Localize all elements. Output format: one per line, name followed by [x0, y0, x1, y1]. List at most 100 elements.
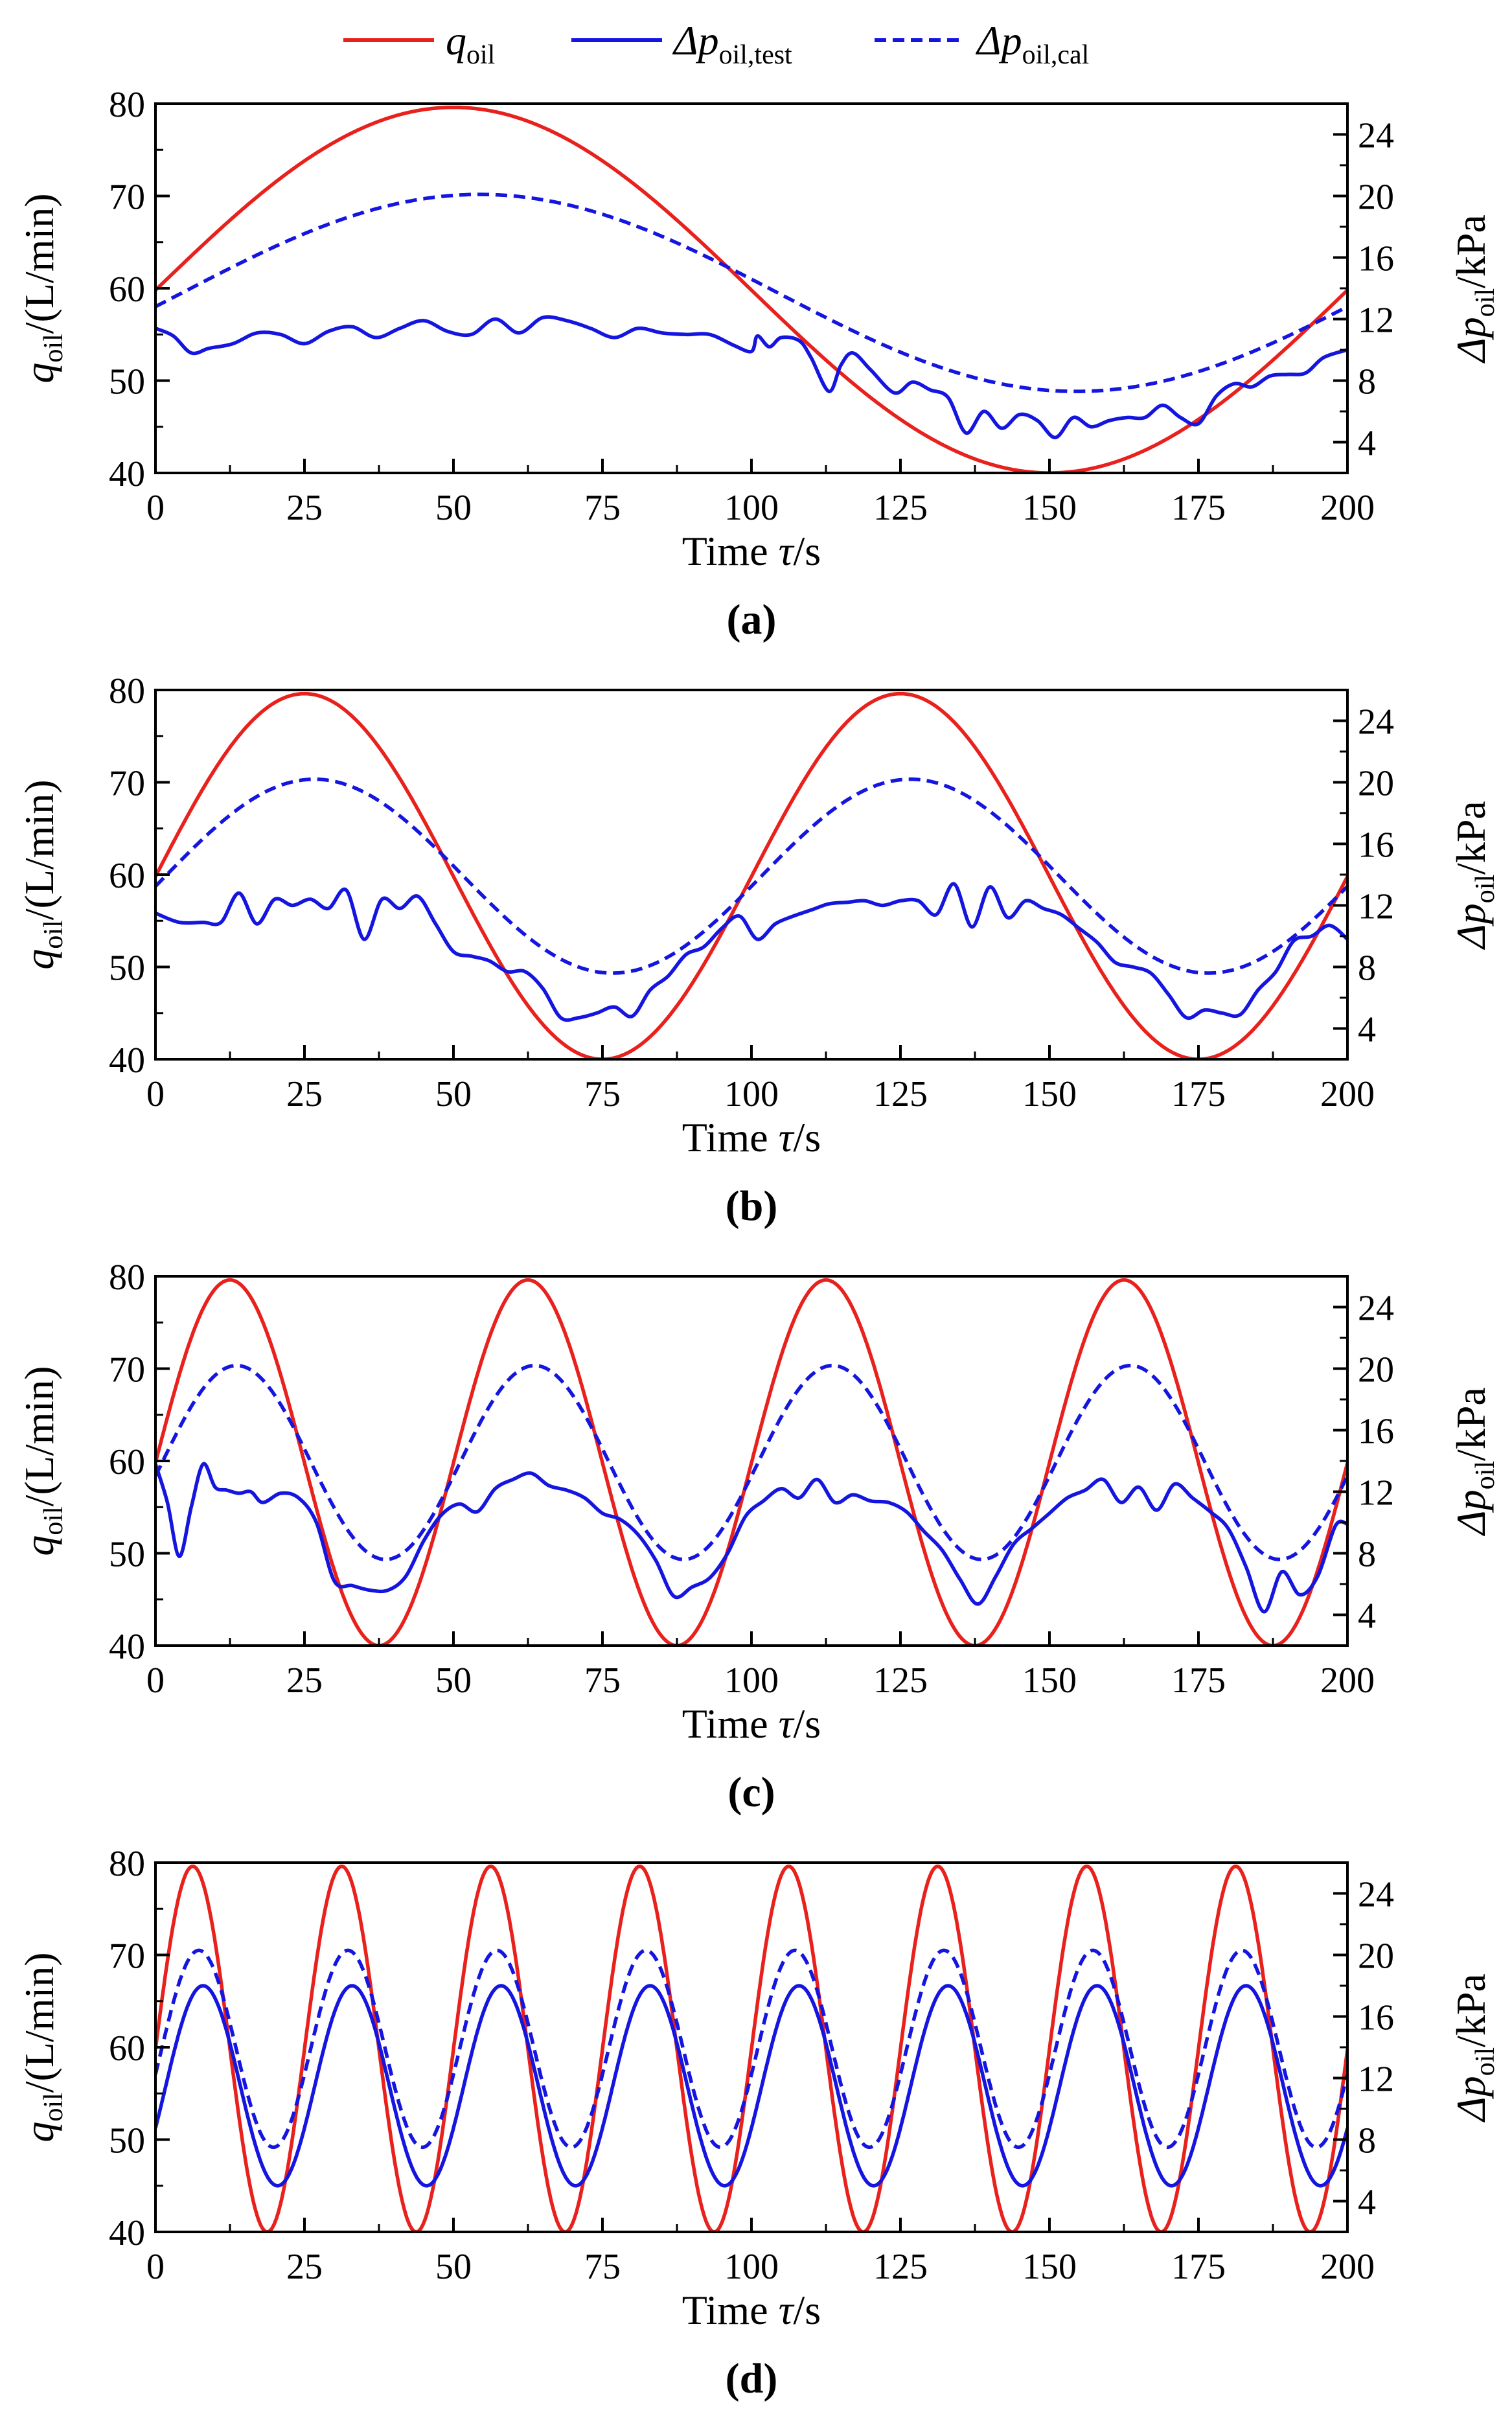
y-left-tick-label: 70: [109, 764, 145, 804]
y-right-tick-label: 16: [1358, 825, 1394, 866]
y-right-tick-label: 8: [1358, 362, 1376, 402]
x-tick-label: 75: [584, 1660, 621, 1701]
y-left-tick-label: 60: [109, 270, 145, 310]
y-right-tick-label: 12: [1358, 887, 1394, 927]
y-left-label-subscript: oil: [39, 334, 69, 362]
y-right-label-unit: /kPa: [1448, 801, 1494, 875]
legend: qoil Δpoil,test Δpoil,cal: [343, 17, 1089, 70]
x-tick-label: 150: [1022, 2247, 1077, 2287]
panels: 0 25 50 75 100 125 150 175 200405060708048121620…: [16, 85, 1500, 2402]
legend-label-0: qoil: [446, 17, 495, 70]
plot-area: [155, 1278, 1347, 1646]
panel-label-open: (: [727, 596, 741, 643]
y-right-label-unit: /kPa: [1448, 214, 1494, 288]
legend-subscript: oil,cal: [1022, 40, 1090, 70]
y-left-tick-label: 50: [109, 1535, 145, 1575]
y-left-label-symbol: q: [16, 2122, 62, 2143]
y-right-label-symbol: Δp: [1448, 2076, 1494, 2123]
x-tick-label: 100: [724, 488, 779, 528]
y-right-axis-label: Δpoil/kPa: [1448, 1973, 1500, 2123]
y-left-tick-label: 70: [109, 178, 145, 218]
x-axis-label-unit: /s: [794, 1114, 821, 1160]
legend-subscript: oil: [466, 40, 495, 70]
x-tick-label: 75: [584, 2247, 621, 2287]
legend-label-2: Δpoil,cal: [975, 17, 1089, 70]
y-right-axis-label: Δpoil/kPa: [1448, 1387, 1500, 1537]
legend-label-1: Δpoil,test: [672, 17, 792, 70]
panel-label-open: (: [726, 1182, 740, 1230]
y-left-tick-label: 40: [109, 1627, 145, 1667]
y-right-tick-label: 16: [1358, 1998, 1394, 2038]
y-left-label-unit: /(L/min): [16, 779, 62, 920]
panel-label: (d): [726, 2355, 778, 2402]
y-left-tick-label: 60: [109, 856, 145, 896]
plot-area: [155, 1864, 1347, 2232]
y-left-axis-label: qoil/(L/min): [16, 1952, 69, 2142]
y-left-tick-label: 50: [109, 948, 145, 989]
series-dp-oil-cal: [155, 1948, 1347, 2150]
y-right-label-subscript: oil: [1471, 1461, 1500, 1489]
y-left-tick-label: 40: [109, 1040, 145, 1081]
y-left-label-unit: /(L/min): [16, 193, 62, 334]
x-tick-label: 175: [1171, 1074, 1226, 1114]
y-right-tick-label: 20: [1358, 1350, 1394, 1390]
series-dp-oil-cal: [155, 1364, 1347, 1561]
x-tick-label: 50: [435, 1074, 472, 1114]
y-right-tick-label: 8: [1358, 2121, 1376, 2161]
panel-label: (a): [727, 596, 777, 643]
x-axis-label-text: Time: [682, 1701, 779, 1747]
x-axis-label-symbol: τ: [779, 528, 795, 574]
x-tick-label: 125: [873, 1074, 928, 1114]
y-left-tick-label: 40: [109, 454, 145, 494]
y-right-tick-label: 24: [1358, 116, 1394, 156]
x-axis-label: Time τ/s: [682, 1114, 821, 1160]
legend-subscript: oil,test: [719, 40, 792, 70]
y-left-tick-label: 70: [109, 1350, 145, 1390]
y-right-label-unit: /kPa: [1448, 1387, 1494, 1461]
y-left-tick-label: 70: [109, 1936, 145, 1977]
y-right-tick-label: 24: [1358, 1289, 1394, 1329]
panel-label-open: (: [727, 1769, 742, 1816]
panel-d: 0 25 50 75 100 125 150 175 200 40 50 60 70 80 4 8 12 16 20…: [16, 1844, 1500, 2402]
x-tick-label: 175: [1171, 488, 1226, 528]
series-dp-oil-test: [155, 1462, 1347, 1614]
y-right-tick-label: 8: [1358, 948, 1376, 989]
panel-label-letter: c: [742, 1769, 761, 1816]
y-right-tick-label: 20: [1358, 178, 1394, 218]
x-tick-label: 50: [435, 488, 472, 528]
x-tick-label: 125: [873, 488, 928, 528]
y-right-tick-label: 12: [1358, 2060, 1394, 2100]
series-dp-oil-test: [155, 1984, 1347, 2188]
x-axis-label-unit: /s: [794, 528, 821, 574]
x-axis-label: Time τ/s: [682, 2287, 821, 2333]
y-right-tick-label: 20: [1358, 764, 1394, 804]
y-right-axis-label: Δpoil/kPa: [1448, 214, 1500, 364]
panel-b: 0 25 50 75 100 125 150 175 200 40 50 60 70 80 4 8 12 16 20…: [16, 671, 1500, 1230]
panel-label: (c): [727, 1769, 775, 1816]
x-tick-label: 0: [146, 488, 165, 528]
series-q-oil: [155, 1864, 1347, 2232]
x-tick-label: 25: [286, 1660, 323, 1701]
y-left-tick-label: 80: [109, 671, 145, 711]
x-axis-label: Time τ/s: [682, 528, 821, 574]
plot-area: [155, 105, 1347, 473]
panel-label-close: ): [763, 2355, 777, 2402]
x-tick-label: 175: [1171, 1660, 1226, 1701]
x-tick-label: 75: [584, 488, 621, 528]
y-left-tick-label: 80: [109, 1844, 145, 1884]
series-dp-oil-test: [155, 315, 1347, 440]
x-axis-label-unit: /s: [794, 2287, 821, 2333]
x-axis-label-symbol: τ: [779, 2287, 795, 2333]
x-tick-label: 0: [146, 1660, 165, 1701]
x-tick-label: 125: [873, 1660, 928, 1701]
legend-symbol: q: [446, 17, 466, 63]
x-tick-label: 100: [724, 1660, 779, 1701]
x-tick-label: 0: [146, 1074, 165, 1114]
x-tick-label: 75: [584, 1074, 621, 1114]
y-left-tick-label: 80: [109, 85, 145, 125]
y-right-tick-label: 24: [1358, 1875, 1394, 1915]
y-left-label-symbol: q: [16, 949, 62, 970]
y-right-axis-label: Δpoil/kPa: [1448, 801, 1500, 950]
y-left-label-subscript: oil: [39, 1506, 69, 1535]
